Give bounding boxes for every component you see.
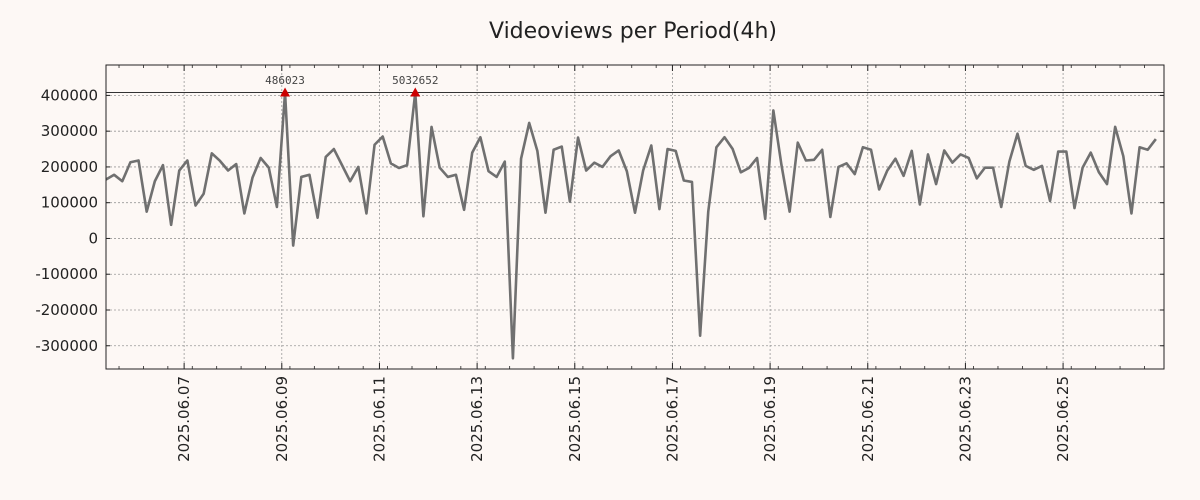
x-tick-label: 2025.06.13 [468, 376, 486, 462]
y-tick-label: -300000 [35, 337, 98, 355]
grid [106, 65, 1164, 369]
x-tick-label: 2025.06.19 [761, 376, 779, 462]
y-tick-label: 400000 [41, 86, 98, 104]
x-tick-label: 2025.06.09 [273, 376, 291, 462]
y-tick-label: 0 [88, 229, 98, 247]
y-tick-label: 300000 [41, 122, 98, 140]
axis-labels: 400000 300000 200000 100000 0 -100000 -200000 -… [35, 86, 1072, 461]
y-tick-label: -200000 [35, 301, 98, 319]
y-tick-label: 100000 [41, 194, 98, 212]
peak-marker [410, 87, 421, 97]
x-tick-label: 2025.06.25 [1054, 376, 1072, 462]
peak-marker [280, 87, 291, 97]
x-tick-label: 2025.06.11 [370, 376, 388, 462]
peak-label: 5032652 [392, 74, 438, 87]
x-tick-label: 2025.06.21 [859, 376, 877, 462]
y-tick-label: 200000 [41, 158, 98, 176]
x-tick-label: 2025.06.07 [175, 376, 193, 462]
x-tick-label: 2025.06.15 [566, 376, 584, 462]
series [105, 91, 1157, 360]
plot-frame [105, 64, 1165, 370]
x-tick-label: 2025.06.17 [663, 376, 681, 462]
annotations: 486023 5032652 [265, 74, 438, 97]
peak-label: 486023 [265, 74, 305, 87]
series-line [105, 91, 1157, 360]
x-tick-label: 2025.06.23 [956, 376, 974, 462]
y-tick-label: -100000 [35, 265, 98, 283]
chart-title: Videoviews per Period(4h) [489, 19, 777, 44]
